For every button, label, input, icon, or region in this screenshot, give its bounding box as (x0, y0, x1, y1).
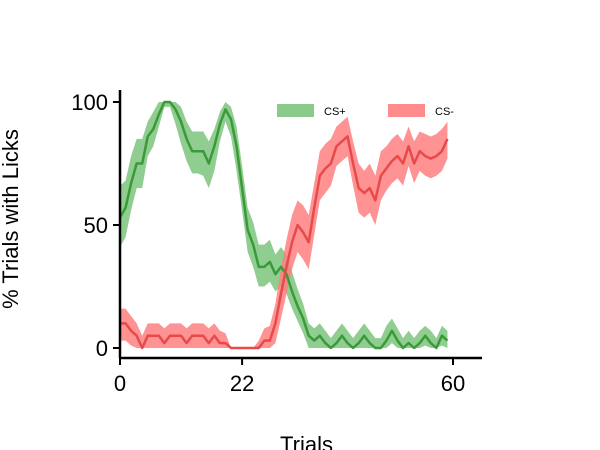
y-axis-ticks: 0 50 100 (71, 90, 120, 361)
x-tick-label: 22 (230, 371, 254, 396)
confidence-bands (120, 102, 448, 348)
x-axis-title: Trials (280, 432, 333, 450)
series-lines (118, 100, 449, 350)
series-line-cs-plus (118, 100, 449, 350)
series-band-cs-minus (120, 116, 448, 348)
y-tick-label: 0 (96, 336, 108, 361)
legend: CS+ CS- (277, 104, 454, 118)
series-band-cs-plus (120, 102, 448, 348)
y-tick-label: 100 (71, 90, 108, 115)
y-axis-title: % Trials with Licks (0, 129, 23, 309)
x-tick-label: 0 (114, 371, 126, 396)
legend-swatch-cs-minus (388, 104, 425, 117)
legend-label-cs-plus: CS+ (324, 106, 346, 118)
x-tick-label: 60 (441, 371, 465, 396)
y-tick-label: 50 (84, 213, 108, 238)
series-line-cs-minus (120, 135, 449, 350)
x-axis-ticks: 0 22 60 (114, 358, 465, 396)
legend-label-cs-minus: CS- (435, 106, 454, 118)
legend-swatch-cs-plus (277, 104, 314, 117)
